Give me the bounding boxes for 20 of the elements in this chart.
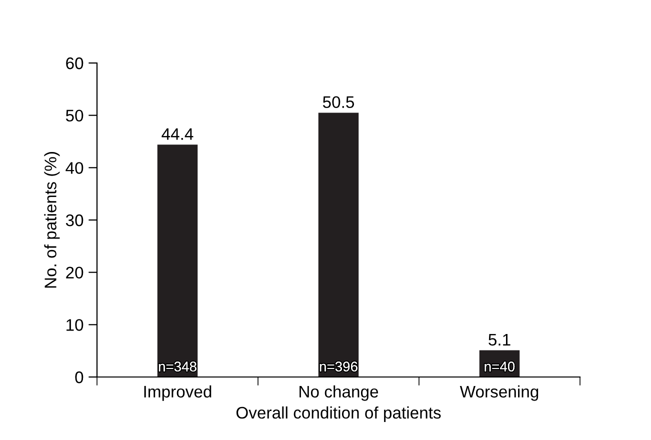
y-tick-label: 60 bbox=[66, 57, 84, 70]
data-label: 50.5 bbox=[322, 96, 354, 108]
y-tick-label: 20 bbox=[66, 266, 84, 279]
data-label: 44.4 bbox=[162, 128, 194, 140]
bar bbox=[318, 112, 359, 377]
bar bbox=[157, 144, 198, 377]
y-tick-label: 50 bbox=[66, 110, 84, 122]
y-tick-label: 0 bbox=[75, 371, 84, 384]
annotation: n=396 bbox=[320, 362, 358, 372]
x-tick-label: Worsening bbox=[460, 385, 538, 401]
annotation: n=348 bbox=[158, 362, 196, 372]
x-tick-label: Improved bbox=[144, 385, 212, 401]
x-tick-label: No change bbox=[300, 385, 378, 401]
annotation: n=40 bbox=[484, 362, 515, 372]
y-tick-label: 40 bbox=[66, 162, 84, 174]
y-axis-title: No. of patients (%) bbox=[44, 152, 60, 288]
y-tick-label: 10 bbox=[66, 319, 84, 331]
data-label: 5.1 bbox=[488, 334, 510, 346]
y-tick-label: 30 bbox=[66, 214, 84, 226]
x-axis-title: Overall condition of patients bbox=[236, 406, 441, 422]
